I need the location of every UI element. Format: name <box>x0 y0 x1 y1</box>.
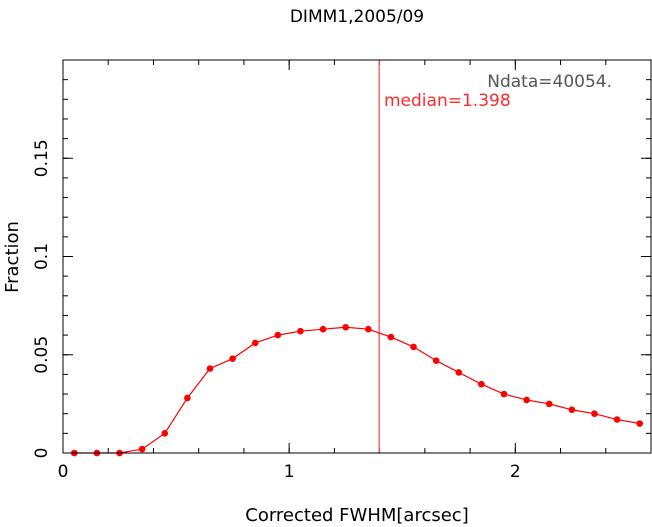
data-point <box>365 325 372 333</box>
data-point <box>342 323 349 331</box>
tick-labels: 0 1 2 0 0.05 0.1 0.15 <box>32 139 521 482</box>
major-ticks <box>62 60 651 454</box>
data-point <box>568 406 576 414</box>
data-point <box>251 339 259 347</box>
data-point <box>184 394 191 402</box>
data-point <box>161 430 169 437</box>
y-tick-label: 0.1 <box>32 243 52 270</box>
plot-frame <box>62 59 652 454</box>
y-tick-label: 0.05 <box>32 336 52 374</box>
y-tick-label: 0 <box>32 448 52 459</box>
series-line <box>74 326 640 454</box>
data-point <box>206 365 214 372</box>
data-point <box>591 410 598 418</box>
data-point <box>636 420 643 427</box>
data-point <box>297 327 304 335</box>
x-axis-label: Corrected FWHM[arcsec] <box>245 505 468 526</box>
data-point <box>432 357 440 364</box>
y-tick-label: 0.15 <box>32 139 52 177</box>
x-tick-label: 2 <box>510 462 521 482</box>
data-point <box>138 445 146 453</box>
x-tick-label: 1 <box>284 462 295 482</box>
chart-title: DIMM1,2005/09 <box>290 7 424 27</box>
y-axis-label: Fraction <box>2 221 23 293</box>
data-point <box>274 331 282 339</box>
ndata-annotation: Ndata=40054. <box>487 72 612 92</box>
data-point <box>229 355 236 362</box>
data-point <box>523 396 530 404</box>
data-point <box>319 325 327 333</box>
data-point <box>500 390 508 398</box>
median-annotation: median=1.398 <box>384 91 511 111</box>
minor-ticks <box>62 59 652 454</box>
data-point <box>613 416 621 423</box>
data-point <box>455 369 463 376</box>
x-tick-label: 0 <box>58 462 69 482</box>
series-points <box>71 323 643 457</box>
data-point <box>410 343 417 351</box>
data-point <box>545 400 553 408</box>
data-point <box>478 380 485 388</box>
data-point <box>387 333 395 341</box>
